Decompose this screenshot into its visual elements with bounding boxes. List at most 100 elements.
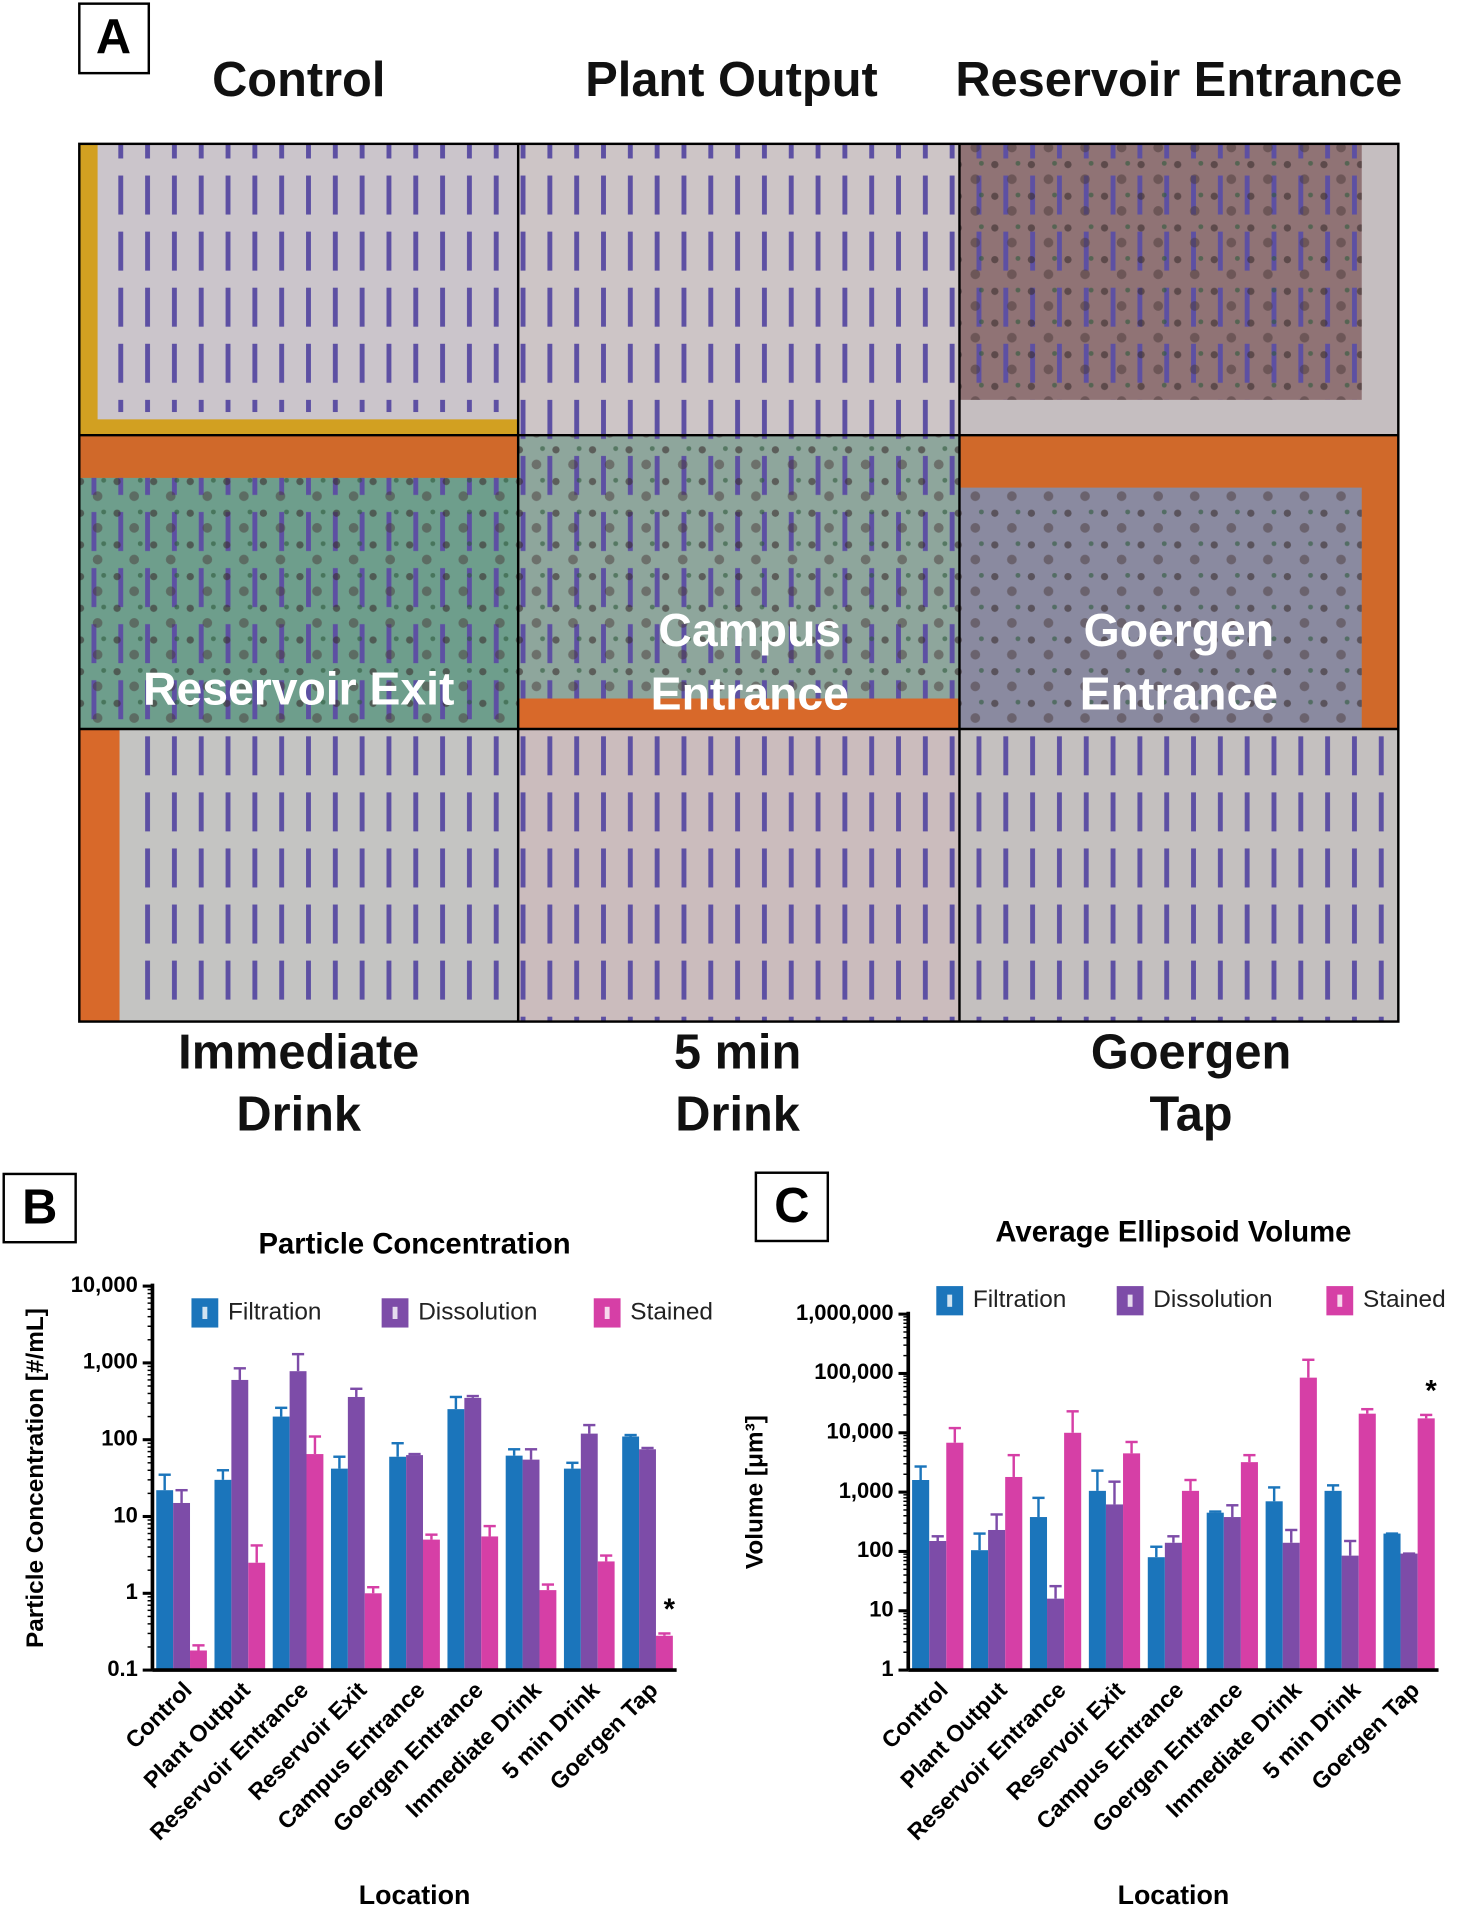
annotation: *: [664, 1594, 676, 1626]
y-tick-label: 100,000: [814, 1359, 893, 1384]
panel-letter-box: [78, 2, 151, 75]
y-tick-label: 100: [857, 1537, 894, 1562]
image-caption: Tap: [1150, 1088, 1233, 1142]
image: [959, 143, 1362, 400]
bar: [1240, 1462, 1258, 1671]
legend-swatch: [1337, 1294, 1343, 1307]
bar: [1282, 1542, 1300, 1671]
y-tick-label: 1,000: [839, 1478, 894, 1503]
image: [959, 487, 1362, 729]
bar: [971, 1550, 989, 1671]
y-tick-label: 10,000: [827, 1419, 894, 1444]
bar: [464, 1397, 482, 1671]
bar: [330, 1468, 348, 1671]
chart-title: Average Ellipsoid Volume: [995, 1216, 1351, 1248]
bar: [156, 1490, 174, 1671]
bar: [929, 1540, 947, 1671]
bar: [655, 1635, 673, 1671]
bar: [563, 1468, 581, 1671]
legend-label: Dissolution: [1153, 1286, 1272, 1313]
image-label: Entrance: [1080, 668, 1278, 720]
bar: [597, 1561, 615, 1671]
y-tick-label: 1: [126, 1579, 138, 1604]
legend-label: Stained: [1363, 1286, 1446, 1313]
bar: [389, 1456, 407, 1671]
image-caption: Drink: [236, 1088, 362, 1142]
image: [518, 698, 960, 729]
image: [109, 143, 519, 413]
image-grid: [78, 142, 1400, 1023]
bar: [1358, 1413, 1376, 1671]
bar: [364, 1593, 382, 1671]
bar: [306, 1454, 324, 1671]
y-tick-label: 0.1: [107, 1656, 138, 1681]
bar: [1123, 1453, 1141, 1671]
bar: [1029, 1517, 1048, 1671]
y-tick-label: 100: [101, 1425, 138, 1450]
bar: [1088, 1490, 1106, 1671]
legend-swatch: [202, 1306, 208, 1320]
annotation: *: [1425, 1376, 1437, 1408]
bar: [1223, 1517, 1241, 1671]
panel-letter-box: [2, 1172, 77, 1244]
bar: [505, 1455, 523, 1671]
bar: [347, 1396, 365, 1671]
legend-label: Filtration: [228, 1298, 321, 1325]
panel-letter: C: [774, 1179, 809, 1233]
image: [959, 728, 1399, 1022]
bar: [1265, 1501, 1283, 1671]
panel-letter: A: [96, 10, 131, 64]
image-title: Plant Output: [585, 53, 877, 107]
bar: [1206, 1512, 1224, 1671]
panel-a: A Control Plant Output Reservoir Entranc…: [78, 2, 1402, 1142]
bar: [1064, 1432, 1082, 1671]
bar: [422, 1539, 440, 1671]
bar: [1105, 1504, 1124, 1671]
bar: [272, 1416, 290, 1671]
chart-title: Particle Concentration: [259, 1229, 571, 1261]
image-label: Reservoir Exit: [143, 663, 454, 715]
image: [518, 728, 960, 1022]
image-label: Goergen: [1084, 604, 1274, 656]
bar: [622, 1436, 640, 1671]
bar: [912, 1480, 930, 1671]
bar: [214, 1479, 232, 1671]
x-axis-title: Location: [359, 1880, 471, 1910]
bar: [1181, 1490, 1200, 1671]
bar: [190, 1650, 207, 1671]
image-caption: 5 min: [674, 1026, 801, 1080]
bar: [639, 1449, 656, 1671]
bar: [173, 1502, 191, 1671]
bar: [1047, 1598, 1065, 1671]
bar: [539, 1590, 557, 1671]
y-axis-title: Particle Concentration [#/mL]: [22, 1308, 49, 1648]
image-title: Control: [212, 53, 385, 107]
bar: [580, 1433, 598, 1671]
bar: [1005, 1476, 1023, 1671]
bar: [1341, 1555, 1359, 1671]
image: [518, 143, 960, 436]
y-tick-label: 1,000,000: [796, 1300, 894, 1325]
image-caption: Goergen: [1091, 1026, 1291, 1080]
image-title: Reservoir Entrance: [955, 53, 1402, 107]
y-tick-label: 10: [869, 1597, 893, 1622]
x-axis-title: Location: [1118, 1880, 1230, 1910]
bar: [946, 1442, 964, 1671]
bar: [1147, 1557, 1165, 1671]
bar: [406, 1455, 423, 1671]
bar: [1383, 1533, 1401, 1671]
image-caption: Immediate: [178, 1026, 419, 1080]
image: [134, 728, 519, 1004]
bar: [248, 1562, 266, 1671]
bar: [988, 1529, 1006, 1671]
panel-letter-box: [754, 1171, 830, 1243]
legend-label: Stained: [630, 1298, 713, 1325]
bar: [1400, 1553, 1418, 1671]
y-axis-title: Volume [μm³]: [741, 1415, 768, 1569]
bar: [289, 1371, 307, 1671]
y-tick-label: 1: [881, 1656, 893, 1681]
bar: [522, 1459, 540, 1671]
legend-swatch: [947, 1294, 953, 1307]
image: [79, 477, 519, 729]
